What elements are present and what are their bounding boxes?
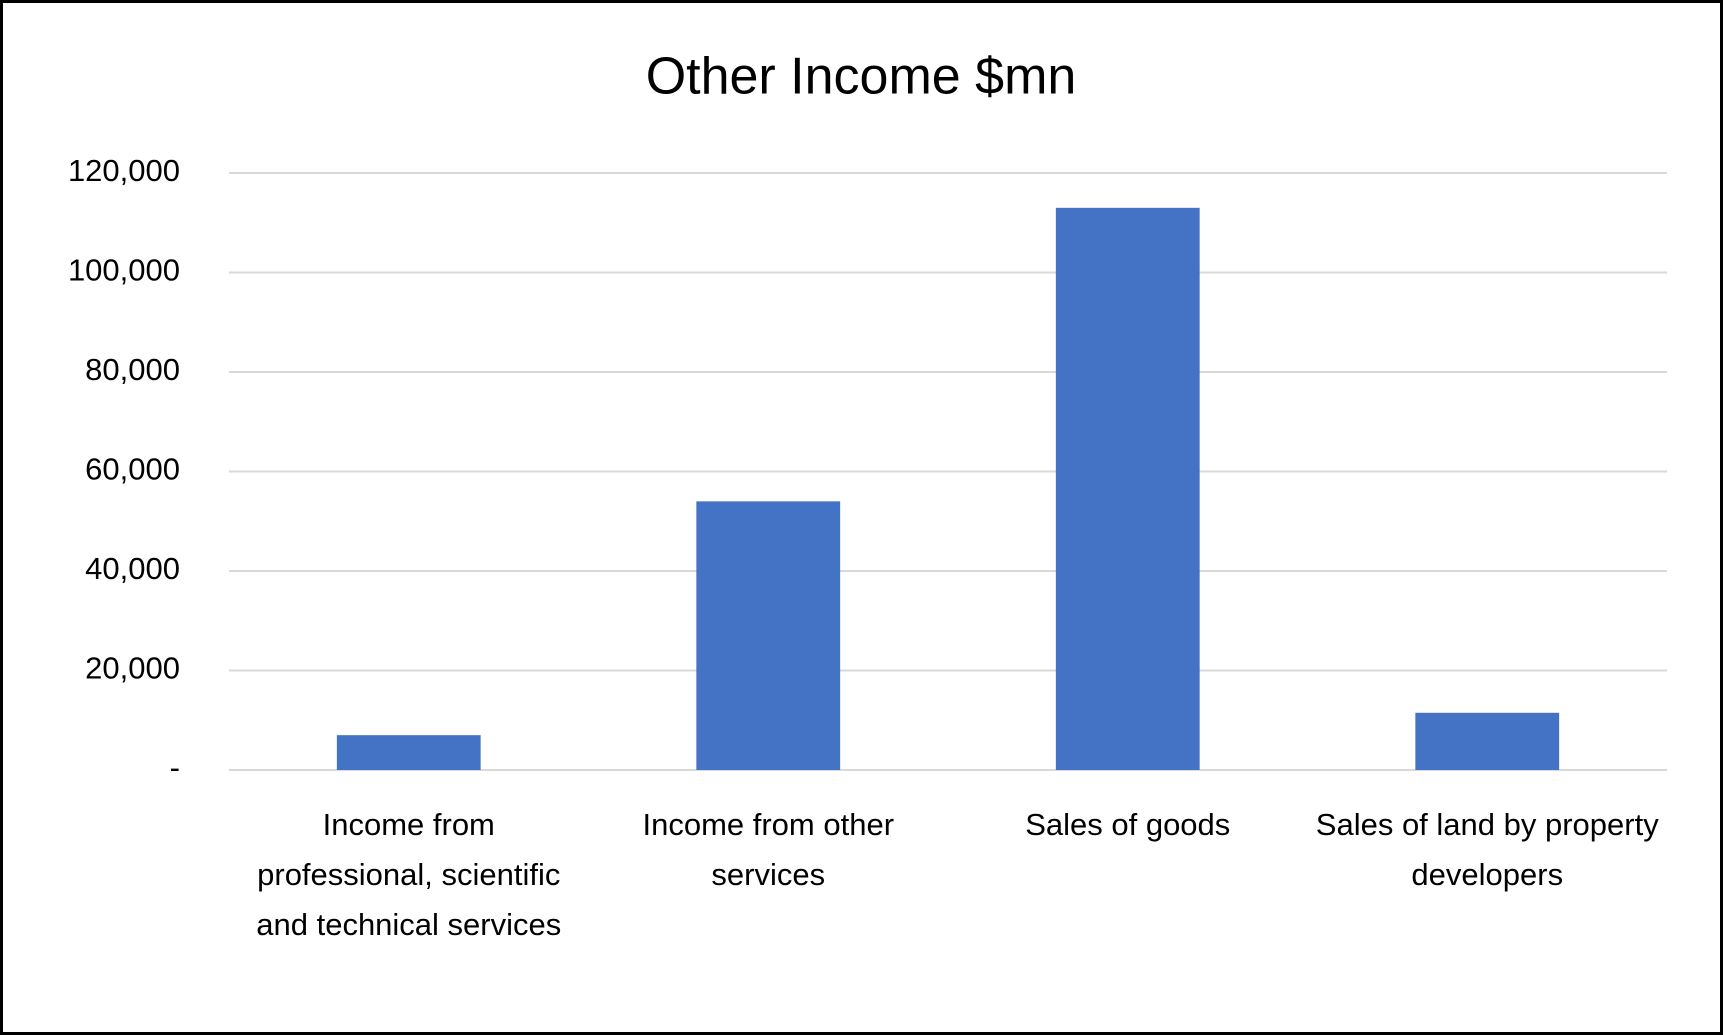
bar [696,501,841,770]
y-tick-label: 20,000 [85,651,180,686]
y-tick-label: 40,000 [85,551,180,586]
bar [1415,712,1560,770]
y-tick-label: 60,000 [85,452,180,487]
x-tick-label: Income from other services [642,807,895,892]
chart-title: Other Income $mn [646,48,1077,106]
y-tick-label: 120,000 [68,153,180,188]
y-tick-label: 100,000 [68,253,180,288]
y-tick-label: 80,000 [85,352,180,387]
y-tick-label: - [170,750,180,785]
bar [1055,207,1200,770]
x-tick-label: Sales of goods [1025,807,1231,842]
x-tick-label: Sales of land by property developers [1315,807,1659,892]
x-tick-label: Income from professional, scientific and… [256,807,562,942]
bar [336,735,481,770]
